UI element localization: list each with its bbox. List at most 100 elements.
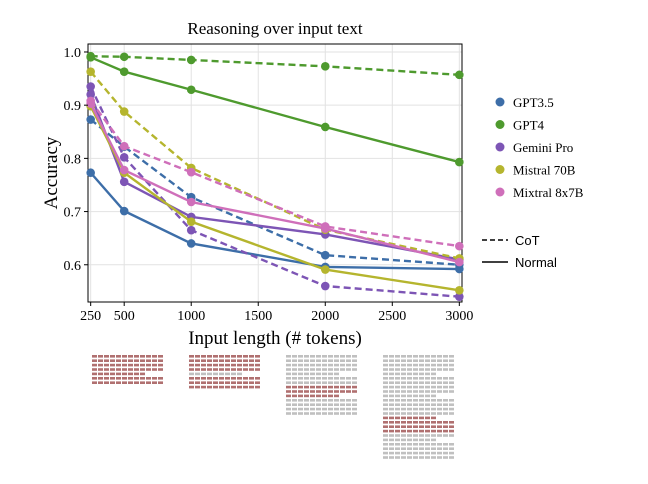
x-tick-label: 1500 xyxy=(244,309,272,324)
data-point-gpt4-cot xyxy=(86,51,95,61)
token-mark xyxy=(401,377,406,380)
token-mark xyxy=(286,372,291,376)
token-mark xyxy=(413,372,418,376)
token-mark xyxy=(389,394,394,398)
token-mark xyxy=(134,377,139,380)
token-mark xyxy=(431,390,436,393)
token-mark xyxy=(116,359,121,362)
token-mark xyxy=(225,377,230,380)
token-mark xyxy=(310,372,315,376)
token-mark xyxy=(449,421,454,424)
token-mark xyxy=(316,355,321,358)
token-mark xyxy=(249,385,254,389)
token-mark xyxy=(413,416,418,420)
token-mark xyxy=(431,456,436,459)
token-mark xyxy=(310,385,315,389)
data-point-mixtral-8x7b-normal xyxy=(455,257,464,267)
token-mark xyxy=(146,368,151,371)
token-mark xyxy=(334,372,339,376)
token-mark xyxy=(340,355,345,358)
token-mark xyxy=(431,416,436,420)
token-mark xyxy=(431,394,436,398)
token-mark xyxy=(225,359,230,362)
series-line-gpt4-cot xyxy=(90,55,460,77)
token-mark xyxy=(304,407,309,411)
legend-label: GPT4 xyxy=(513,118,545,133)
x-tick-label: 2500 xyxy=(378,309,406,324)
token-mark xyxy=(431,363,436,367)
token-mark xyxy=(328,368,333,371)
token-length-illustration xyxy=(92,355,454,459)
token-mark xyxy=(298,390,303,393)
token-mark xyxy=(322,377,327,380)
token-mark xyxy=(395,416,400,420)
token-mark xyxy=(437,456,442,459)
token-mark xyxy=(104,368,109,371)
token-mark xyxy=(310,381,315,384)
token-mark xyxy=(431,355,436,358)
token-mark xyxy=(401,372,406,376)
token-mark xyxy=(443,363,448,367)
token-mark xyxy=(298,363,303,367)
token-mark xyxy=(437,377,442,380)
token-mark xyxy=(292,381,297,384)
token-mark xyxy=(225,368,230,371)
data-point-gpt3-5-normal xyxy=(119,206,129,216)
token-mark xyxy=(449,359,454,362)
token-mark xyxy=(110,363,115,367)
token-mark xyxy=(383,403,388,406)
legend-style-label: Normal xyxy=(515,255,557,270)
token-mark xyxy=(352,363,357,367)
token-mark xyxy=(407,385,412,389)
token-mark xyxy=(449,425,454,428)
token-mark xyxy=(401,394,406,398)
token-mark xyxy=(231,355,236,358)
token-mark xyxy=(389,403,394,406)
token-mark xyxy=(286,359,291,362)
token-mark xyxy=(352,355,357,358)
token-mark xyxy=(195,355,200,358)
token-mark xyxy=(340,368,345,371)
token-mark xyxy=(401,385,406,389)
data-point-gemini-pro-cot xyxy=(86,82,95,91)
token-mark xyxy=(401,407,406,411)
token-mark xyxy=(189,363,194,367)
token-mark xyxy=(322,368,327,371)
token-mark xyxy=(237,355,242,358)
token-mark xyxy=(443,434,448,437)
token-mark xyxy=(316,385,321,389)
token-block-1 xyxy=(92,355,163,384)
token-mark xyxy=(419,363,424,367)
data-point-gpt4-cot xyxy=(186,55,196,65)
token-mark xyxy=(328,399,333,402)
token-mark xyxy=(316,390,321,393)
token-mark xyxy=(328,381,333,384)
token-mark xyxy=(437,443,442,446)
token-mark xyxy=(407,438,412,442)
data-point-mistral-70b-normal xyxy=(186,217,196,226)
token-mark xyxy=(316,363,321,367)
token-mark xyxy=(395,381,400,384)
token-mark xyxy=(334,381,339,384)
token-mark xyxy=(389,355,394,358)
token-mark xyxy=(189,381,194,384)
token-mark xyxy=(328,412,333,415)
series-line-mixtral-8x7b-cot xyxy=(89,100,460,248)
token-mark xyxy=(98,363,103,367)
token-mark xyxy=(304,355,309,358)
token-mark xyxy=(292,385,297,389)
token-mark xyxy=(413,456,418,459)
token-mark xyxy=(401,451,406,455)
token-mark xyxy=(419,434,424,437)
token-mark xyxy=(401,368,406,371)
token-mark xyxy=(431,434,436,437)
token-mark xyxy=(207,381,212,384)
token-mark xyxy=(352,407,357,411)
token-mark xyxy=(189,359,194,362)
token-mark xyxy=(437,451,442,455)
token-mark xyxy=(286,412,291,415)
token-mark xyxy=(219,385,224,389)
data-point-gpt3-5-normal xyxy=(186,239,196,248)
token-mark xyxy=(449,403,454,406)
token-mark xyxy=(116,381,121,384)
